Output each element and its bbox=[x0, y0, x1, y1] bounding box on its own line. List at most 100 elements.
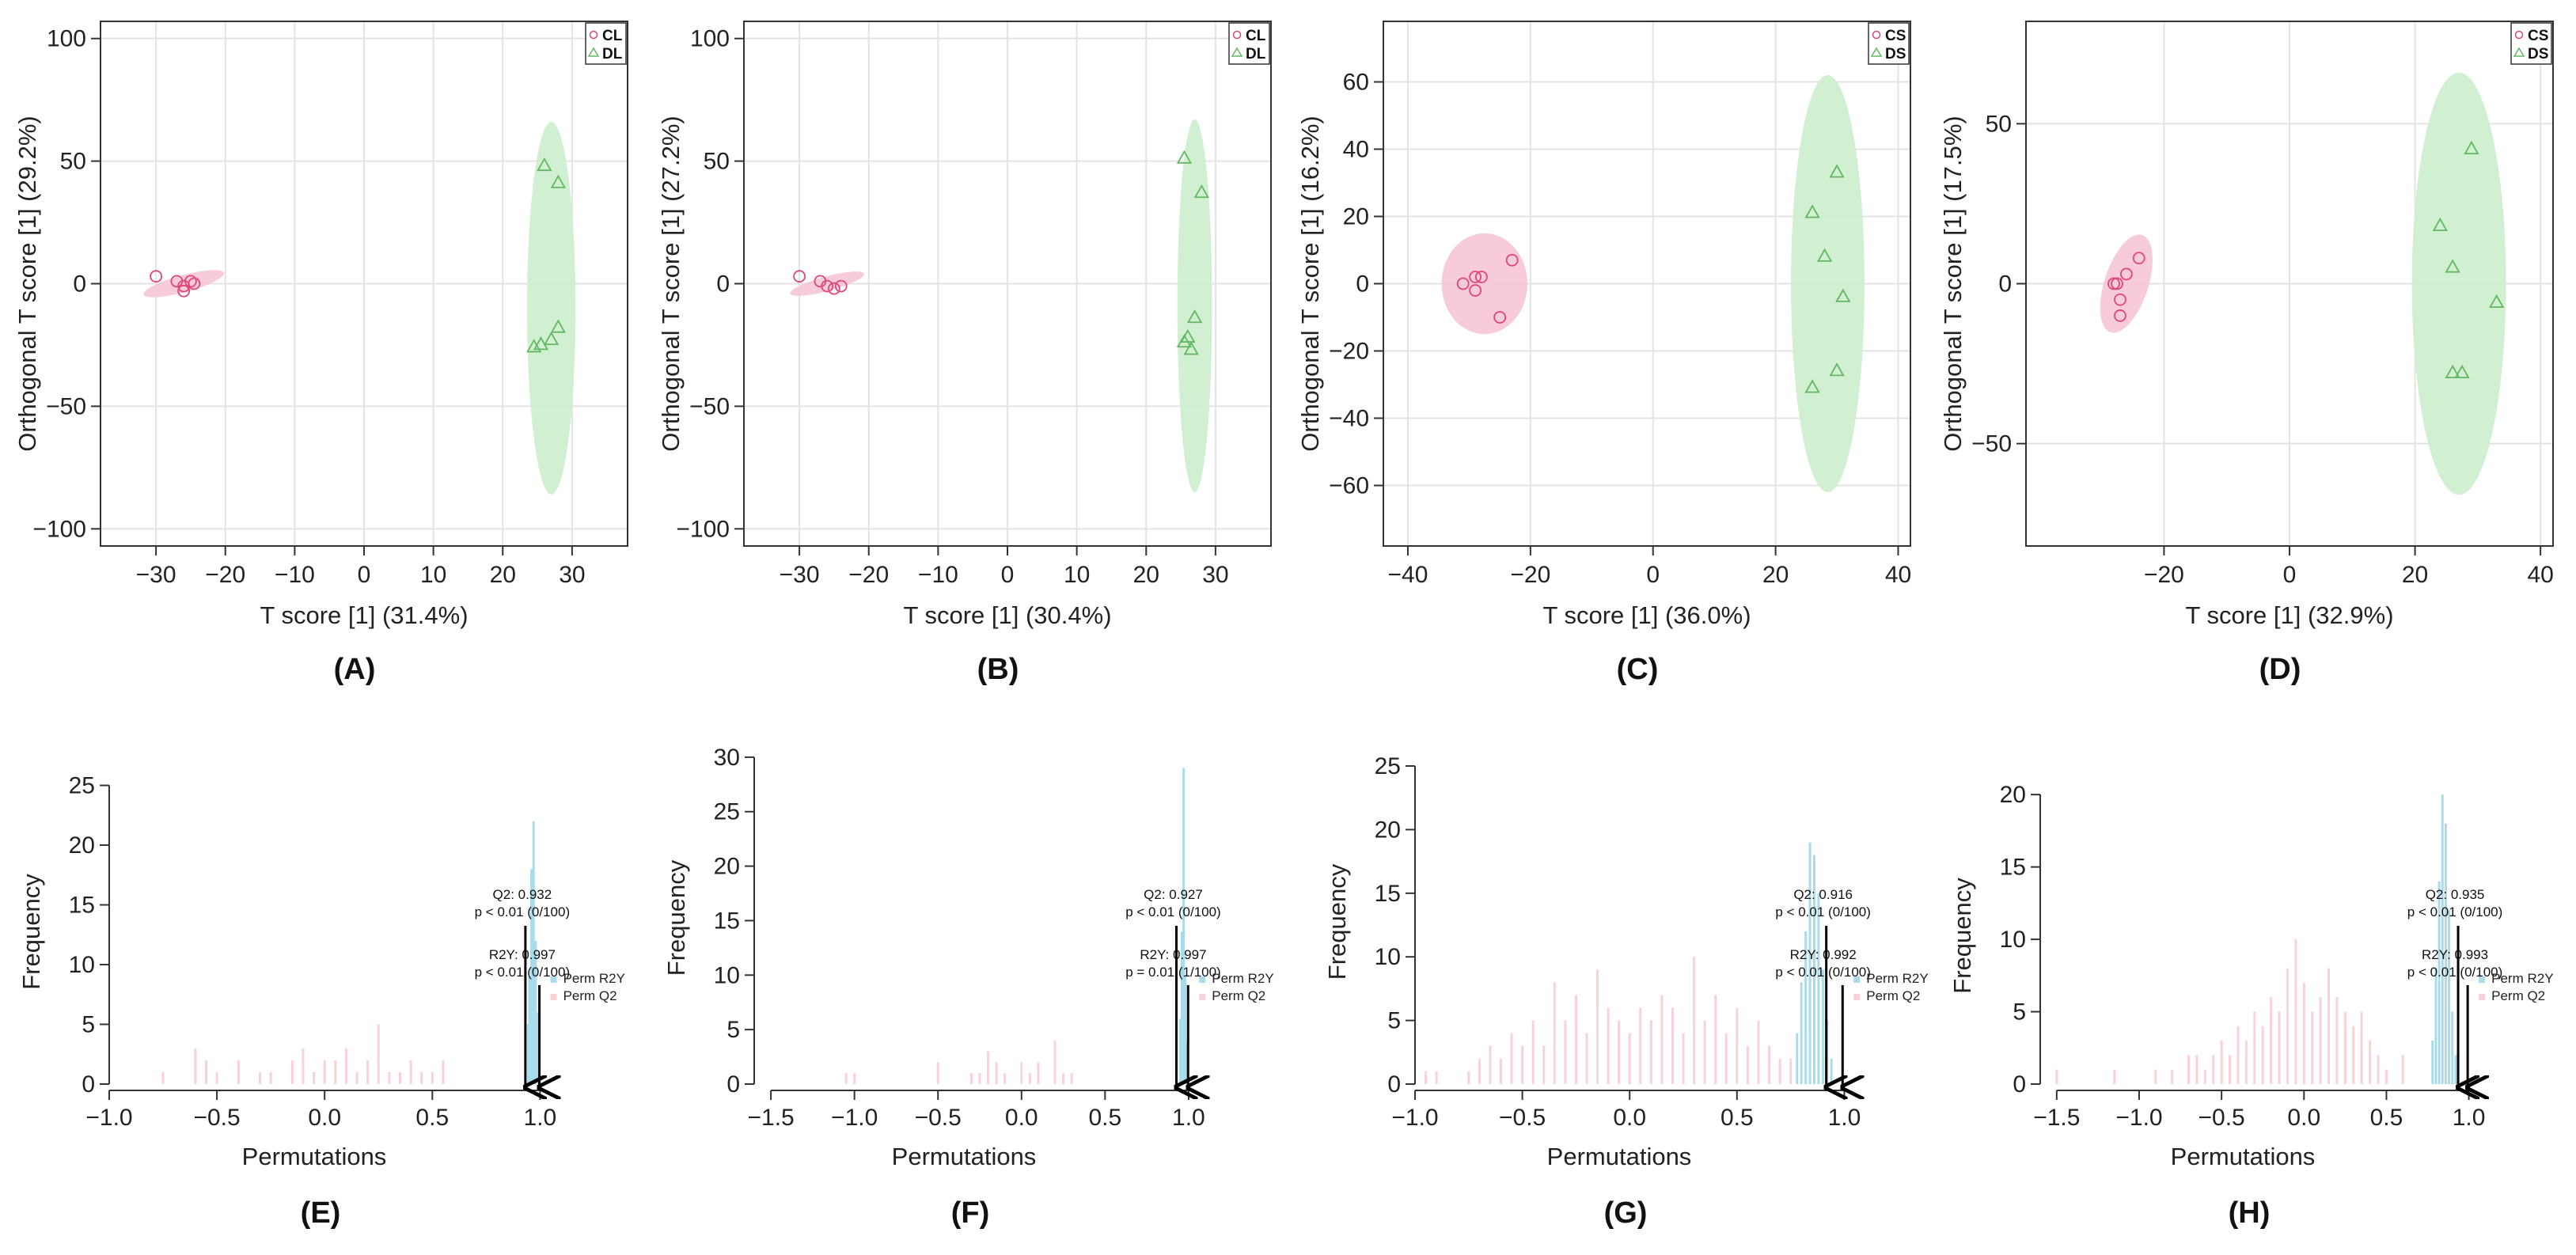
x-tick-label: 0.5 bbox=[1720, 1105, 1754, 1131]
legend-marker-circle bbox=[1872, 30, 1881, 40]
point-cs bbox=[2114, 309, 2126, 322]
y-tick-label: 10 bbox=[714, 962, 740, 988]
perm-r2y-bar bbox=[1800, 982, 1803, 1084]
perm-q2-bar bbox=[1478, 1058, 1481, 1084]
perm-q2-bar bbox=[1037, 1062, 1040, 1084]
point-cs bbox=[2107, 277, 2120, 290]
y-tick-label: 15 bbox=[69, 893, 95, 919]
point-dl bbox=[526, 339, 542, 353]
panel-label: (A) bbox=[334, 653, 376, 686]
perm-q2-bar bbox=[2311, 1011, 2314, 1084]
point-dl bbox=[1176, 150, 1193, 164]
r2y-p-value-label: p < 0.01 (0/100) bbox=[2407, 965, 2503, 980]
perm-r2y-bar bbox=[2441, 794, 2444, 1084]
x-tick-label: 0.0 bbox=[1005, 1105, 1038, 1131]
y-tick-label: 15 bbox=[2000, 855, 2026, 881]
confidence-ellipse-dl bbox=[526, 122, 576, 495]
x-tick-label: 1.0 bbox=[2453, 1105, 2486, 1131]
legend-marker-circle bbox=[1232, 30, 1242, 40]
perm-q2-bar bbox=[409, 1060, 412, 1084]
perm-q2-bar bbox=[1778, 1058, 1781, 1084]
perm-q2-bar bbox=[194, 1048, 197, 1084]
perm-r2y-bar bbox=[1830, 1058, 1833, 1084]
perm-q2-bar bbox=[1649, 1020, 1652, 1084]
panel-label: (F) bbox=[951, 1196, 990, 1230]
point-ds bbox=[1829, 164, 1845, 178]
perm-q2-bar bbox=[2154, 1069, 2157, 1084]
perm-q2-bar bbox=[1639, 1007, 1642, 1084]
point-cs bbox=[1493, 311, 1507, 324]
legend-swatch-r2y bbox=[2479, 976, 2486, 983]
legend-box bbox=[1228, 22, 1270, 65]
legend-label: CL bbox=[1246, 28, 1266, 44]
x-tick-label: 20 bbox=[1762, 562, 1789, 588]
q2-p-value-label: p < 0.01 (0/100) bbox=[475, 904, 571, 919]
y-tick-label: 60 bbox=[1343, 70, 1369, 96]
x-tick-label: 20 bbox=[490, 562, 516, 588]
perm-q2-bar bbox=[161, 1071, 165, 1084]
point-cl bbox=[177, 284, 191, 298]
y-tick-label: 50 bbox=[704, 149, 730, 175]
legend-swatch-r2y bbox=[550, 976, 557, 983]
x-axis-label: Permutations bbox=[242, 1143, 387, 1170]
point-cs bbox=[2119, 267, 2133, 281]
perm-q2-bar bbox=[2203, 1069, 2206, 1084]
r2y-value-label: R2Y: 0.993 bbox=[2422, 947, 2488, 962]
x-tick-label: 30 bbox=[559, 562, 585, 588]
legend-box bbox=[2510, 22, 2552, 65]
perm-q2-bar bbox=[1596, 969, 1599, 1084]
legend-marker-triangle bbox=[1870, 47, 1883, 57]
y-tick-label: 0 bbox=[2013, 1071, 2026, 1098]
y-tick-label: 5 bbox=[82, 1012, 95, 1038]
point-dl bbox=[543, 331, 560, 346]
legend-label: CS bbox=[1885, 28, 1906, 44]
point-cs bbox=[1505, 253, 1519, 267]
perm-q2-bar bbox=[978, 1073, 981, 1084]
x-tick-label: −0.5 bbox=[2199, 1105, 2245, 1131]
perm-q2-bar bbox=[215, 1071, 218, 1084]
perm-q2-bar bbox=[987, 1051, 990, 1084]
y-tick-label: 10 bbox=[1375, 944, 1401, 970]
x-axis-label: Permutations bbox=[892, 1143, 1037, 1170]
perm-q2-bar bbox=[355, 1071, 359, 1084]
perm-q2-bar bbox=[2335, 997, 2339, 1084]
histogram-panel-h: −1.5 −1.0 −0.5 0.0 0.5 1.0 0 5 10 15 20 Permutation… bbox=[1948, 782, 2554, 1230]
y-tick-label: 0 bbox=[1387, 1071, 1401, 1098]
x-axis-label: T score [1] (31.4%) bbox=[260, 601, 468, 629]
point-cl bbox=[184, 275, 197, 288]
legend-label: DS bbox=[1885, 46, 1906, 63]
perm-q2-bar bbox=[302, 1048, 305, 1084]
x-tick-label: 0.5 bbox=[415, 1105, 449, 1131]
x-tick-label: −30 bbox=[780, 562, 820, 588]
point-cs bbox=[2132, 252, 2145, 265]
legend-swatch-q2 bbox=[1199, 994, 1206, 1000]
legend-label: DL bbox=[602, 46, 623, 63]
legend-swatch-r2y bbox=[1853, 976, 1861, 983]
y-tick-label: 0 bbox=[73, 271, 86, 298]
legend-swatch-q2 bbox=[1853, 994, 1861, 1000]
perm-r2y-bar bbox=[534, 940, 537, 1084]
point-cl bbox=[793, 270, 806, 283]
x-tick-label: 0 bbox=[358, 562, 371, 588]
legend-label: DL bbox=[1246, 46, 1266, 63]
perm-q2-bar bbox=[1531, 1020, 1535, 1084]
confidence-ellipse-ds bbox=[1790, 75, 1865, 492]
legend-box bbox=[1868, 22, 1910, 65]
x-tick-label: −10 bbox=[918, 562, 958, 588]
perm-q2-bar bbox=[1028, 1073, 1031, 1084]
perm-q2-bar bbox=[1425, 1071, 1428, 1084]
legend-swatch-q2 bbox=[2479, 994, 2486, 1000]
y-axis-label: Frequency bbox=[662, 859, 690, 976]
x-tick-label: −1.0 bbox=[1391, 1105, 1438, 1131]
y-tick-label: 40 bbox=[1343, 137, 1369, 163]
point-dl bbox=[1186, 309, 1203, 324]
y-axis-label: Orthogonal T score [1] (16.2%) bbox=[1296, 116, 1324, 451]
y-tick-label: 10 bbox=[2000, 927, 2026, 953]
perm-q2-bar bbox=[1585, 1033, 1588, 1084]
point-dl bbox=[1176, 334, 1193, 348]
perm-q2-bar bbox=[431, 1071, 434, 1084]
point-dl bbox=[550, 319, 567, 333]
x-tick-label: 0 bbox=[1001, 562, 1015, 588]
perm-q2-bar bbox=[2236, 1026, 2240, 1084]
y-tick-label: 15 bbox=[1375, 881, 1401, 907]
